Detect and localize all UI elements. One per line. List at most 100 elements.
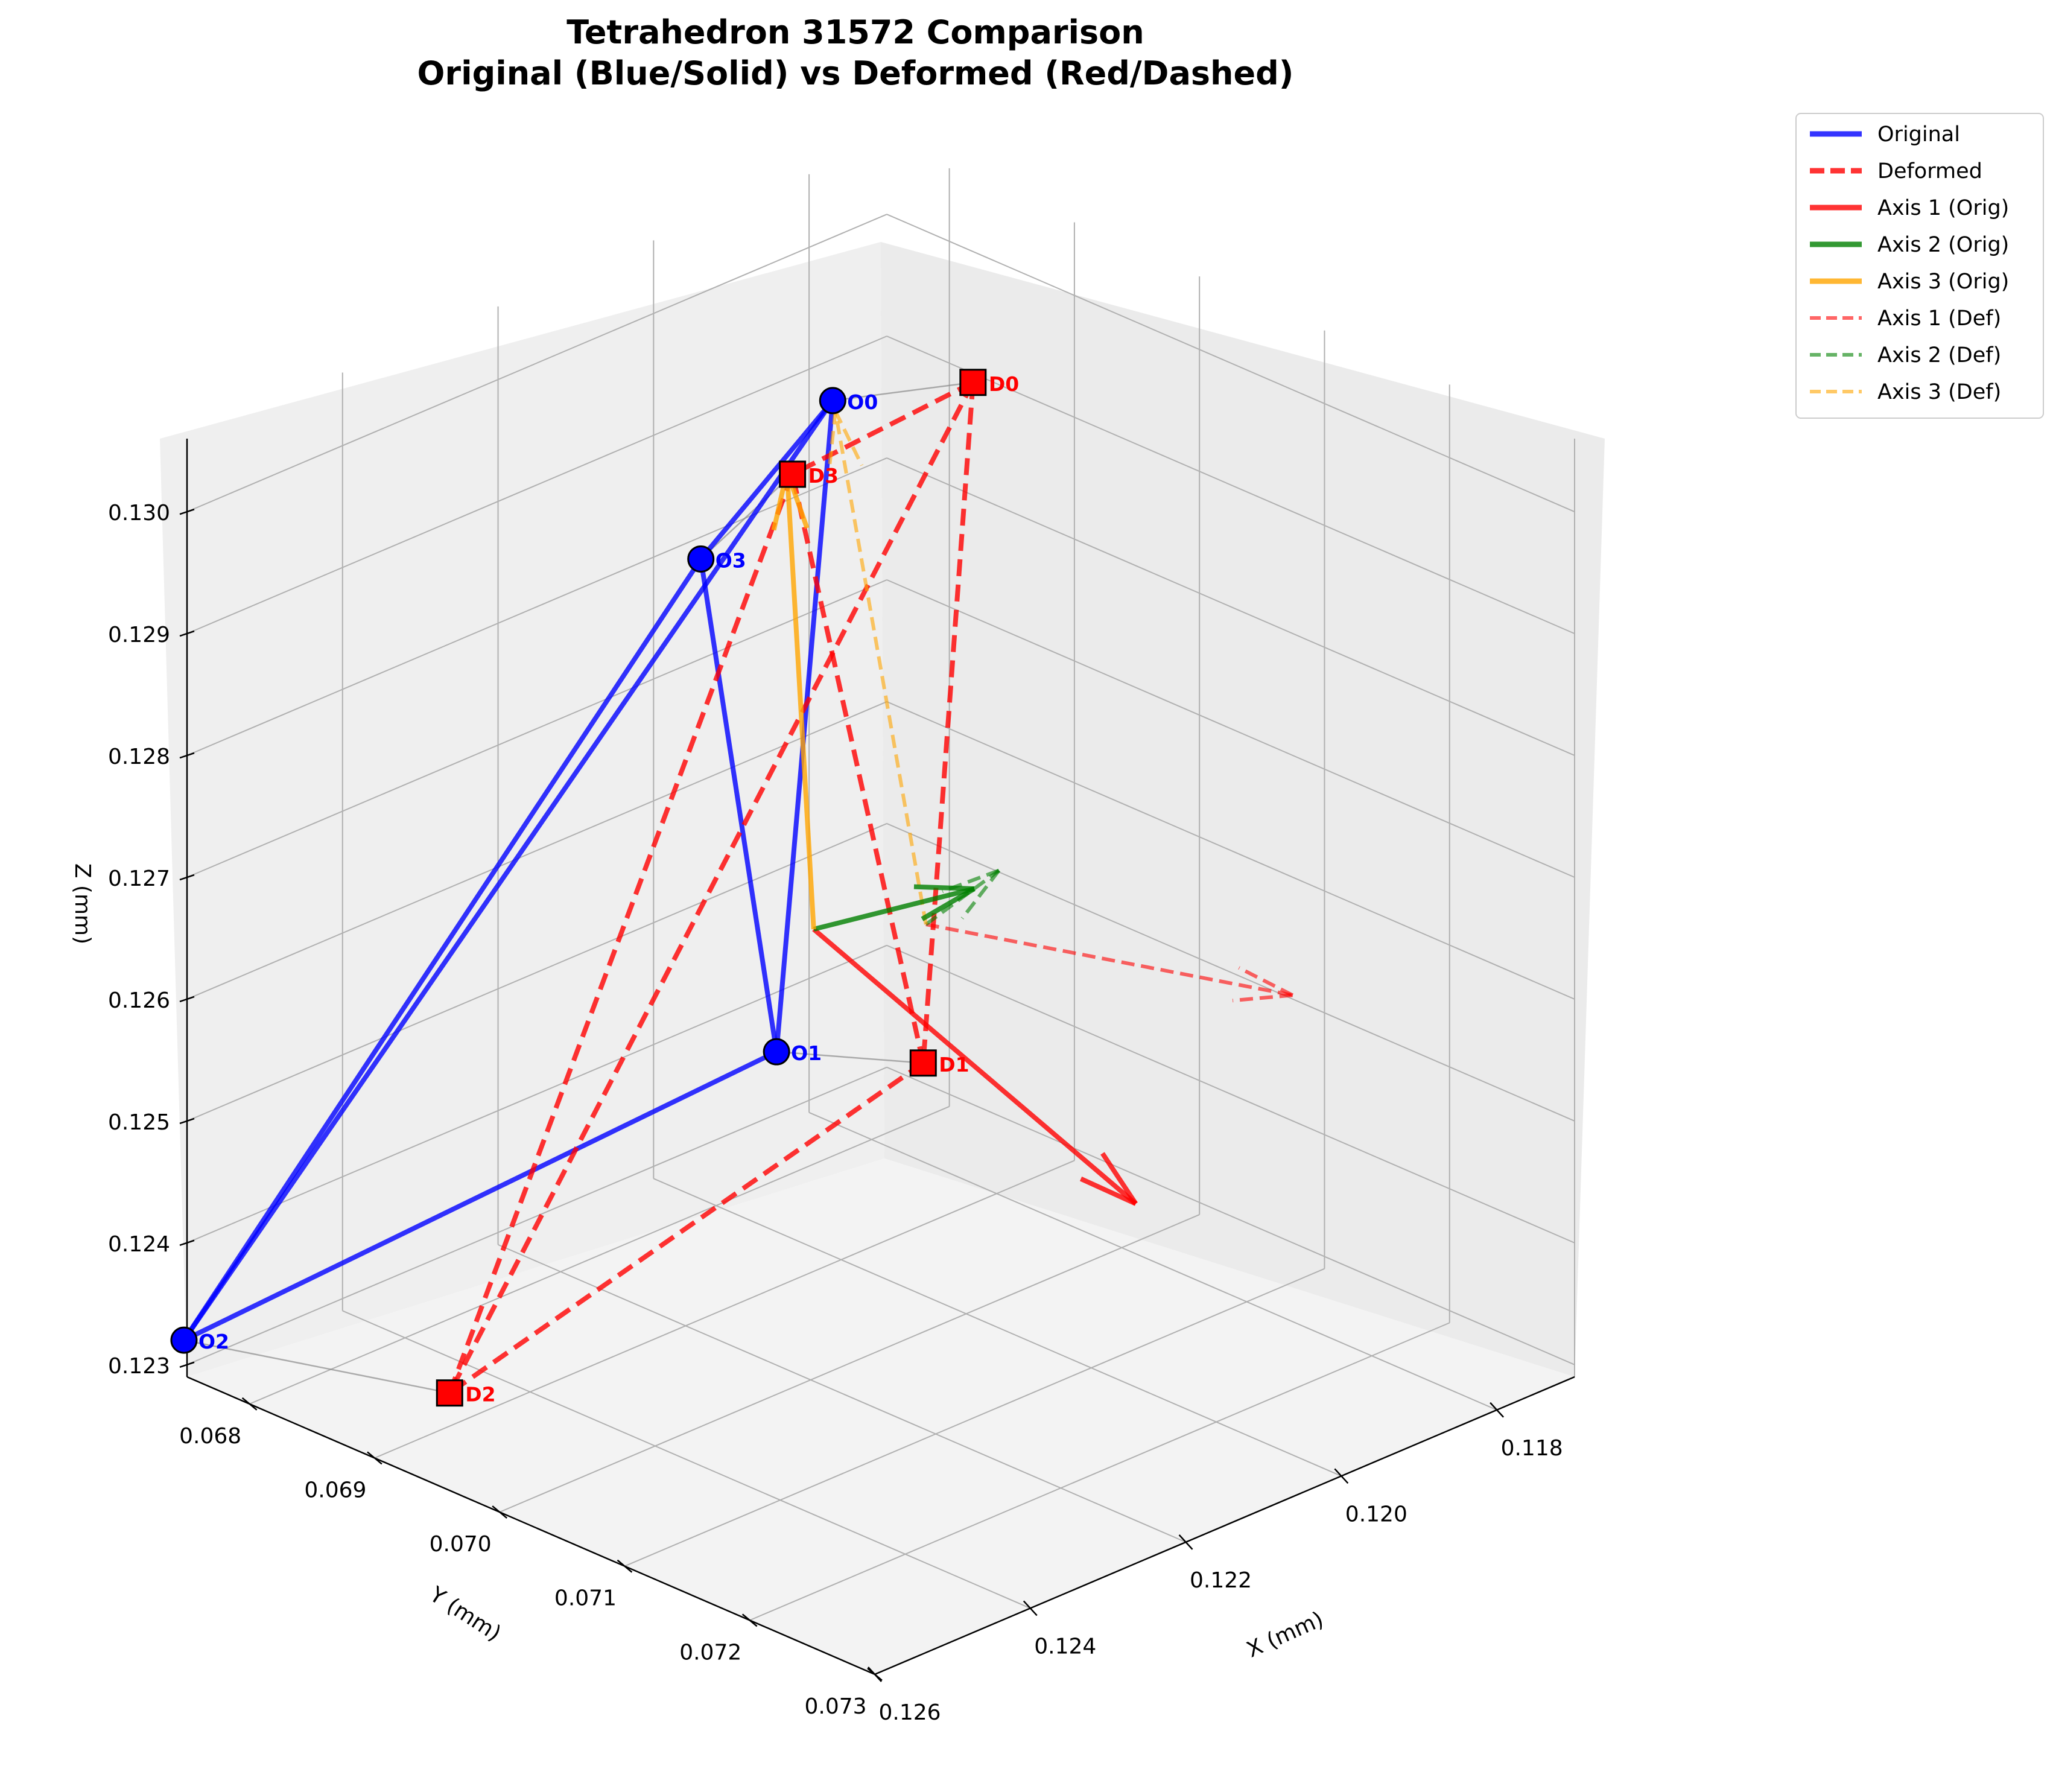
z-gridline	[186, 457, 887, 756]
original-vertex-marker	[170, 1326, 198, 1354]
x-tick-label: 0.118	[1501, 1436, 1563, 1461]
z-tick-label: 0.129	[108, 623, 170, 647]
original-edge	[182, 558, 703, 1342]
legend-label: Axis 2 (Orig)	[1877, 233, 2009, 257]
original-vertex-label: O2	[198, 1330, 229, 1353]
left-pane	[160, 242, 884, 1377]
y-tick	[492, 1505, 507, 1519]
z-gridline	[886, 822, 1575, 1122]
deformed-axis-arrow	[833, 410, 928, 925]
chart-title-line1: Tetrahedron 31572 Comparison	[566, 13, 1144, 51]
grid-lines	[186, 168, 1575, 1675]
x-gridline	[808, 1111, 1497, 1411]
deformed-axis-arrow-head	[827, 411, 837, 472]
deformed-axis-arrow-head	[1232, 993, 1293, 1003]
z-tick-label: 0.127	[108, 866, 170, 891]
x-gridline	[342, 1310, 1031, 1609]
x-tick-label: 0.124	[1034, 1634, 1096, 1659]
deformed-edge	[447, 473, 795, 1394]
legend-label: Axis 1 (Orig)	[1877, 196, 2009, 220]
x-axis-label: X (mm)	[1243, 1607, 1327, 1662]
axes-panes	[160, 242, 1605, 1674]
deformed-vertex-label: D3	[808, 464, 839, 488]
y-tick	[741, 1613, 758, 1627]
z-tick	[179, 508, 195, 515]
y-tick-label: 0.072	[679, 1640, 741, 1665]
original-vertex-label: O0	[847, 390, 878, 414]
z-gridline	[186, 701, 887, 1000]
deformed-vertex-marker	[959, 369, 987, 396]
deformed-vertex-label: D0	[989, 372, 1019, 396]
z-tick-label: 0.130	[108, 501, 170, 526]
original-axis-arrow	[812, 927, 1138, 1206]
original-edge	[774, 400, 836, 1052]
legend-label: Axis 3 (Def)	[1877, 380, 2001, 404]
y-tick-label: 0.073	[804, 1694, 866, 1719]
z-gridline	[886, 701, 1575, 1000]
original-vertex-marker	[687, 545, 715, 573]
deformed-edge	[791, 380, 974, 477]
original-axis-arrow-head	[921, 886, 976, 921]
legend-label: Axis 3 (Orig)	[1877, 270, 2009, 294]
z-tick-label: 0.126	[108, 988, 170, 1013]
y-gridline	[374, 1160, 1075, 1459]
original-axis-arrow	[813, 886, 975, 932]
y-tick	[367, 1451, 382, 1465]
y-gridline	[249, 1105, 950, 1405]
x-tick	[1023, 1600, 1038, 1616]
y-tick-label: 0.071	[554, 1586, 617, 1611]
original-axis-arrow-head	[913, 884, 975, 891]
y-tick-label: 0.070	[430, 1532, 492, 1557]
original-vertex-label: O1	[791, 1041, 822, 1065]
displacement-line	[183, 1339, 450, 1394]
z-gridline	[886, 944, 1575, 1244]
z-tick-label: 0.123	[108, 1354, 170, 1379]
original-axis-arrow-head	[1100, 1152, 1138, 1206]
legend-label: Deformed	[1877, 159, 1982, 183]
tick-marks: 0.118 0.120 0.122 0.124 0.126 0.068 0.069 0.070…	[108, 501, 1563, 1725]
x-tick-label: 0.120	[1345, 1502, 1407, 1527]
y-axis-line	[186, 1376, 875, 1676]
y-tick	[241, 1397, 258, 1411]
deformed-vertex-marker	[436, 1379, 463, 1407]
x-tick-label: 0.122	[1190, 1568, 1252, 1593]
y-gridline	[749, 1322, 1450, 1621]
z-gridline	[186, 214, 887, 513]
z-gridline	[886, 1066, 1575, 1365]
original-edge	[183, 1049, 778, 1342]
z-tick	[179, 1239, 195, 1247]
plot-area: O0 O1 O2 O3 D0 D1 D2 D3	[170, 369, 1294, 1407]
z-gridline	[186, 822, 887, 1122]
z-gridline	[886, 214, 1575, 513]
z-gridline	[886, 579, 1575, 878]
deformed-edge	[447, 381, 976, 1394]
deformed-vertex-label: D2	[465, 1383, 495, 1406]
legend-frame	[1795, 113, 2044, 419]
axis-lines	[186, 439, 1575, 1676]
z-tick-label: 0.128	[108, 745, 170, 769]
z-tick-label: 0.125	[108, 1110, 170, 1135]
y-axis-label: Y (mm)	[425, 1582, 506, 1647]
x-axis-line	[874, 1376, 1575, 1676]
y-gridline	[624, 1268, 1325, 1567]
deformed-edge	[921, 382, 976, 1064]
z-gridline	[186, 335, 887, 635]
deformed-vertex-marker	[779, 460, 807, 488]
deformed-axis-arrow-head	[1238, 966, 1294, 997]
deformed-vertex-label: D1	[939, 1053, 969, 1076]
y-gridline	[499, 1214, 1200, 1513]
y-tick	[867, 1668, 883, 1681]
z-gridline	[886, 457, 1575, 756]
z-tick	[179, 1361, 195, 1368]
z-tick	[179, 630, 195, 637]
right-pane	[881, 242, 1605, 1377]
deformed-axis-arrow-head	[833, 410, 864, 466]
original-axis-arrow-head	[1079, 1177, 1137, 1206]
y-tick	[617, 1559, 633, 1573]
x-gridline	[653, 1178, 1342, 1477]
z-axis-label: Z (mm)	[70, 863, 95, 944]
z-gridline	[886, 335, 1575, 635]
deformed-edge	[448, 1061, 925, 1395]
legend-label: Axis 1 (Def)	[1877, 307, 2001, 331]
